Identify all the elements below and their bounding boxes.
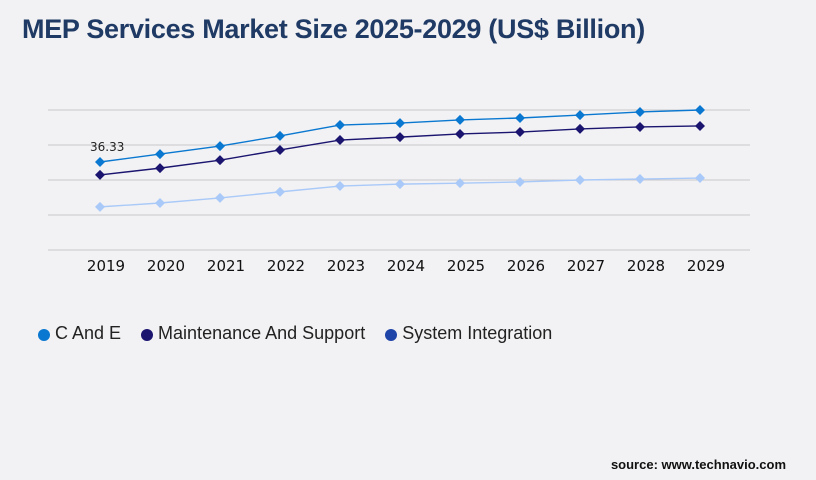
data-point — [695, 105, 705, 115]
data-point — [635, 174, 645, 185]
data-point — [335, 181, 345, 192]
data-point — [395, 132, 405, 143]
x-tick-label: 2020 — [147, 257, 185, 275]
data-point — [575, 123, 585, 134]
legend-item: System Integration — [385, 323, 552, 344]
data-point — [695, 173, 705, 184]
legend-item: Maintenance And Support — [141, 323, 365, 344]
data-point — [335, 120, 345, 131]
data-point — [635, 106, 645, 117]
data-point — [95, 169, 105, 180]
data-point — [515, 112, 525, 123]
legend-marker-icon — [385, 329, 398, 341]
legend-label: System Integration — [402, 323, 553, 343]
legend-label: Maintenance And Support — [158, 323, 366, 343]
data-point — [155, 198, 165, 209]
x-tick-label: 2022 — [267, 257, 305, 275]
x-tick-label: 2025 — [447, 257, 485, 275]
data-point — [155, 149, 165, 160]
data-point — [215, 155, 225, 166]
data-point — [575, 175, 585, 185]
legend: C And E Maintenance And Support System Int… — [38, 323, 552, 344]
data-point — [395, 179, 405, 190]
chart-title: MEP Services Market Size 2025-2029 (US$ … — [22, 14, 645, 44]
legend-marker-icon — [141, 329, 154, 341]
data-point — [395, 118, 405, 129]
legend-label: C And E — [55, 323, 122, 343]
data-point — [575, 110, 585, 121]
data-point — [515, 127, 525, 138]
data-point — [215, 141, 225, 152]
source-text: source: www.technavio.com — [610, 457, 786, 472]
x-tick-label: 2023 — [327, 257, 365, 275]
data-point — [335, 135, 345, 146]
x-tick-label: 2026 — [507, 257, 545, 275]
x-tick-label: 2029 — [687, 257, 725, 275]
data-label: 36.33 — [90, 140, 124, 154]
data-point — [95, 201, 105, 212]
data-point — [455, 128, 465, 139]
data-point — [95, 157, 105, 168]
x-tick-label: 2021 — [207, 257, 245, 275]
data-point — [455, 178, 465, 189]
x-tick-label: 2028 — [627, 257, 665, 275]
data-point — [215, 192, 225, 203]
data-point — [155, 163, 165, 174]
data-point — [695, 120, 705, 131]
data-point — [275, 130, 285, 141]
data-point — [455, 114, 465, 125]
data-point — [515, 176, 525, 187]
legend-marker-icon — [38, 329, 50, 341]
x-tick-label: 2019 — [87, 257, 125, 275]
x-tick-label: 2024 — [387, 257, 425, 275]
x-tick-label: 2027 — [567, 257, 605, 275]
data-point — [275, 186, 285, 197]
data-point — [635, 121, 645, 132]
line-chart: 2019 2020 2021 2022 2023 2024 2025 2026 2027 2028… — [48, 105, 750, 275]
legend-item: C And E — [38, 323, 121, 344]
data-point — [275, 144, 285, 155]
